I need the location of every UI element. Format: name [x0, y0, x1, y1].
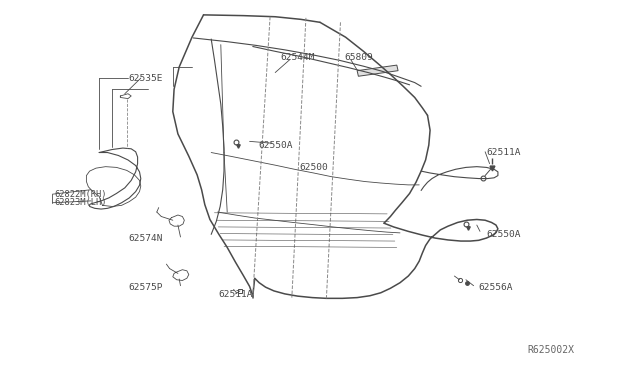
Text: 65809: 65809	[344, 53, 372, 62]
Text: 62511A: 62511A	[218, 290, 253, 299]
Text: 62823M(LH): 62823M(LH)	[54, 198, 107, 207]
Text: 62550A: 62550A	[258, 141, 292, 150]
Text: 62544M: 62544M	[280, 53, 315, 62]
Text: 62550A: 62550A	[486, 230, 521, 239]
Text: 62500: 62500	[300, 163, 328, 172]
Text: R625002X: R625002X	[527, 345, 574, 355]
Text: 62535E: 62535E	[128, 74, 163, 83]
Text: 62822M(RH): 62822M(RH)	[54, 190, 107, 199]
Text: 62574N: 62574N	[129, 234, 163, 243]
Text: 62511A: 62511A	[486, 148, 521, 157]
Polygon shape	[357, 65, 398, 76]
Text: 62575P: 62575P	[129, 283, 163, 292]
Text: 62556A: 62556A	[479, 283, 513, 292]
